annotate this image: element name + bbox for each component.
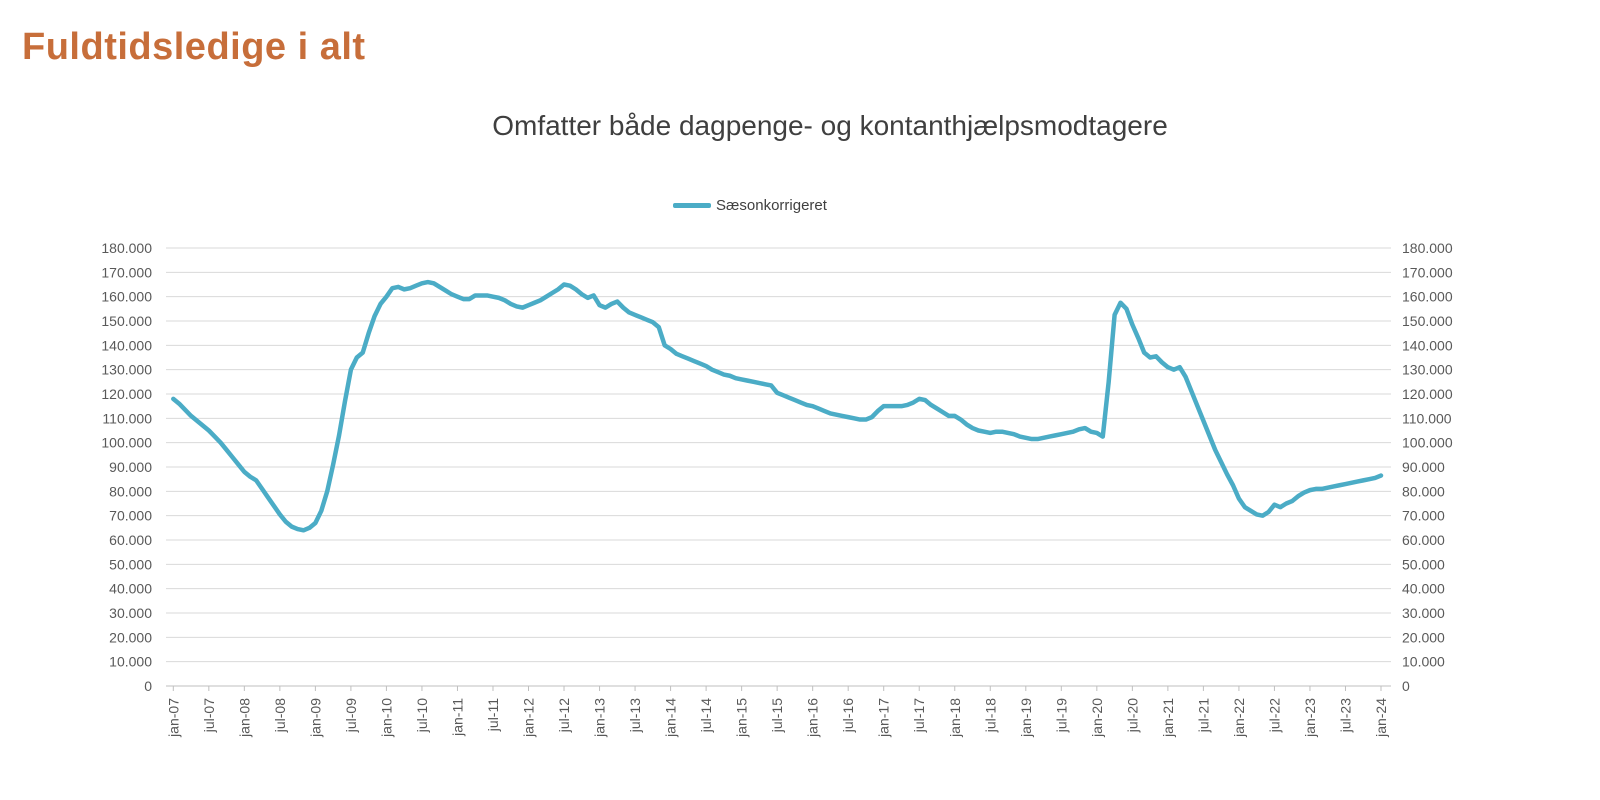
x-tick-label: jan-10 [378, 698, 394, 738]
y-tick-label-right: 60.000 [1402, 532, 1445, 548]
y-tick-label-left: 130.000 [101, 362, 152, 378]
y-tick-label-left: 160.000 [101, 289, 152, 305]
y-tick-label-right: 90.000 [1402, 459, 1445, 475]
x-tick-label: jul-15 [769, 698, 785, 733]
y-tick-label-left: 70.000 [109, 508, 152, 524]
x-tick-label: jul-07 [201, 698, 217, 733]
legend-label: Sæsonkorrigeret [716, 197, 827, 214]
y-tick-label-right: 110.000 [1402, 410, 1452, 426]
x-tick-label: jan-21 [1160, 698, 1176, 738]
y-tick-label-right: 70.000 [1402, 508, 1445, 524]
legend-line-swatch [673, 203, 712, 208]
x-tick-label: jan-22 [1231, 698, 1247, 738]
x-tick-label: jul-16 [840, 698, 856, 733]
x-tick-label: jan-14 [663, 698, 679, 738]
y-tick-label-left: 20.000 [109, 629, 152, 645]
y-tick-label-left: 30.000 [109, 605, 152, 621]
x-tick-label: jan-18 [947, 698, 963, 738]
y-tick-label-left: 100.000 [101, 435, 152, 451]
y-tick-label-right: 50.000 [1402, 556, 1445, 572]
y-tick-label-left: 90.000 [109, 459, 152, 475]
x-tick-label: jan-17 [876, 698, 892, 738]
x-tick-label: jul-21 [1195, 698, 1211, 733]
x-tick-label: jan-07 [165, 698, 181, 738]
x-tick-label: jan-16 [805, 698, 821, 738]
y-tick-label-left: 0 [144, 678, 152, 694]
x-tick-label: jul-08 [272, 698, 288, 733]
y-tick-label-right: 10.000 [1402, 654, 1445, 670]
x-tick-label: jan-19 [1018, 698, 1034, 738]
y-tick-label-left: 170.000 [101, 264, 152, 280]
series-line [171, 279, 1384, 533]
y-tick-label-left: 140.000 [101, 337, 152, 353]
y-tick-label-left: 150.000 [101, 313, 152, 329]
x-tick-label: jul-23 [1337, 698, 1353, 733]
x-tick-label: jul-14 [698, 698, 714, 733]
y-tick-label-left: 50.000 [109, 556, 152, 572]
y-tick-label-right: 0 [1402, 678, 1410, 694]
x-tick-label: jan-12 [521, 698, 537, 738]
y-tick-label-right: 30.000 [1402, 605, 1445, 621]
y-tick-label-right: 100.000 [1402, 435, 1453, 451]
x-tick-label: jul-20 [1124, 698, 1140, 733]
y-tick-label-left: 10.000 [109, 654, 152, 670]
x-tick-label: jan-23 [1302, 698, 1318, 738]
x-tick-label: jul-22 [1266, 698, 1282, 733]
x-tick-label: jan-20 [1089, 698, 1105, 738]
y-tick-label-right: 160.000 [1402, 289, 1453, 305]
x-tick-label: jul-17 [911, 698, 927, 733]
y-tick-label-right: 170.000 [1402, 264, 1453, 280]
x-tick-label: jul-09 [343, 698, 359, 733]
y-tick-label-left: 40.000 [109, 581, 152, 597]
y-tick-label-right: 80.000 [1402, 483, 1445, 499]
x-tick-label: jul-18 [982, 698, 998, 733]
x-tick-label: jan-24 [1373, 698, 1389, 738]
x-tick-label: jul-11 [485, 698, 501, 732]
y-tick-label-right: 20.000 [1402, 629, 1445, 645]
y-tick-label-left: 120.000 [101, 386, 152, 402]
y-tick-label-left: 80.000 [109, 483, 152, 499]
x-tick-label: jan-09 [307, 698, 323, 738]
x-tick-label: jan-15 [734, 698, 750, 738]
y-tick-label-right: 40.000 [1402, 581, 1445, 597]
y-tick-label-right: 120.000 [1402, 386, 1453, 402]
y-tick-label-right: 140.000 [1402, 337, 1453, 353]
x-tick-label: jul-12 [556, 698, 572, 733]
y-tick-label-right: 150.000 [1402, 313, 1453, 329]
y-tick-label-left: 110.000 [102, 410, 152, 426]
page-title: Fuldtidsledige i alt [22, 26, 366, 68]
y-tick-label-right: 180.000 [1402, 240, 1453, 256]
y-tick-label-left: 60.000 [109, 532, 152, 548]
y-tick-label-right: 130.000 [1402, 362, 1453, 378]
x-tick-label: jul-19 [1053, 698, 1069, 733]
x-tick-label: jul-10 [414, 698, 430, 733]
chart-subtitle: Omfatter både dagpenge- og kontanthjælps… [492, 110, 1168, 141]
x-tick-label: jan-13 [592, 698, 608, 738]
x-tick-label: jan-08 [236, 698, 252, 738]
y-tick-label-left: 180.000 [101, 240, 152, 256]
x-tick-label: jan-11 [449, 698, 465, 737]
x-tick-label: jul-13 [627, 698, 643, 733]
chart-legend: Sæsonkorrigeret [0, 197, 1500, 214]
